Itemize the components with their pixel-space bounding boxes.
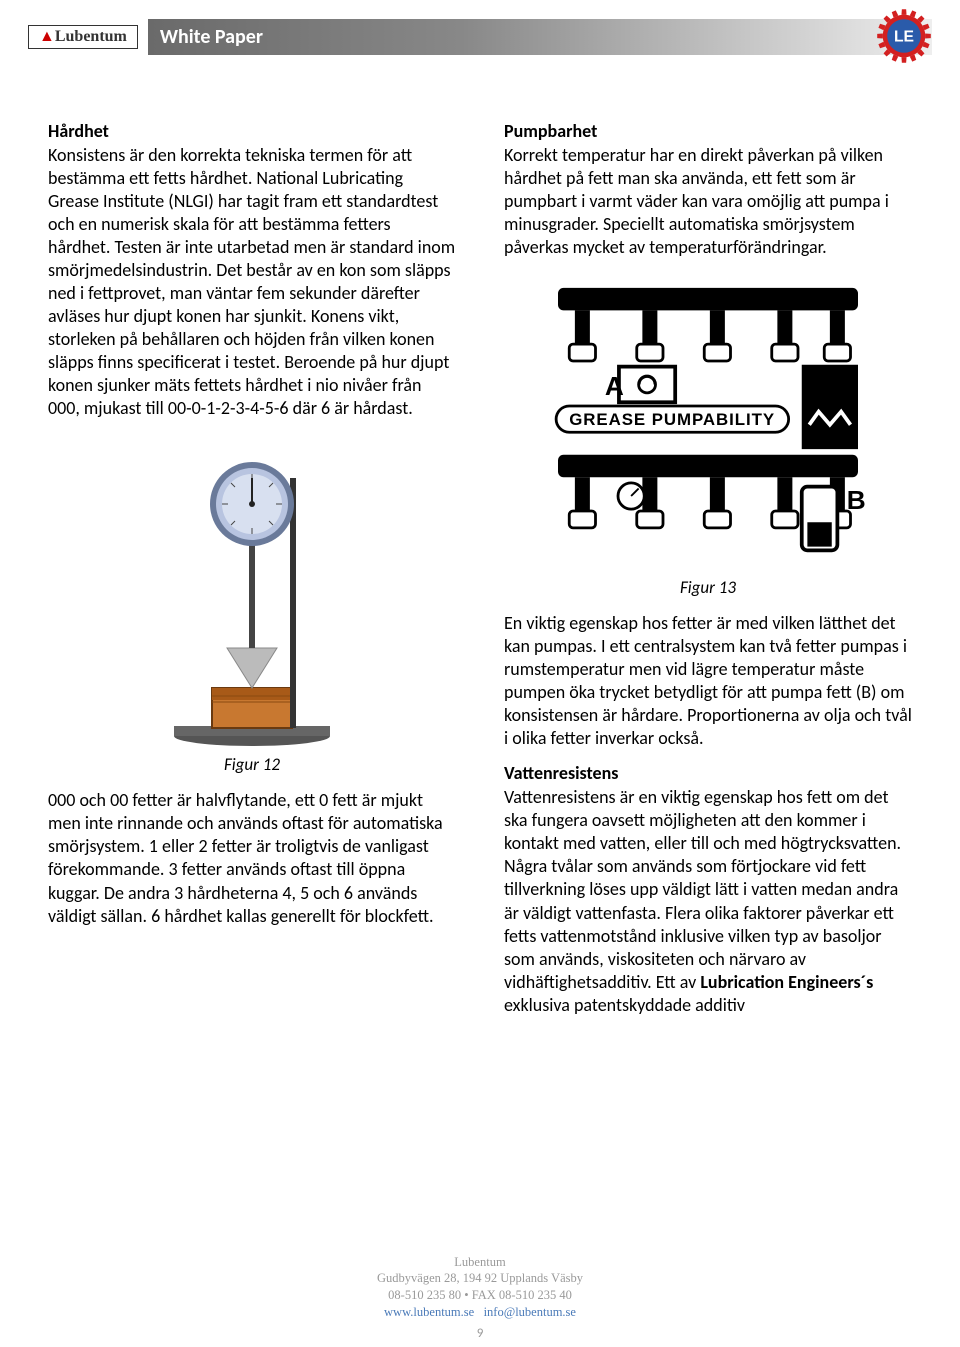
svg-text:GREASE PUMPABILITY: GREASE PUMPABILITY: [569, 410, 775, 429]
figure12-caption: Figur 12: [48, 754, 456, 775]
logo-text: Lubentum: [55, 28, 127, 45]
paragraph-vattenresistens: Vattenresistens är en viktig egenskap ho…: [504, 786, 912, 1016]
content-area: Hårdhet Konsistens är den korrekta tekni…: [0, 62, 960, 1017]
svg-text:B: B: [847, 485, 866, 515]
heading-pumpbarhet: Pumpbarhet: [504, 120, 912, 142]
header-title-bar: White Paper: [148, 19, 932, 55]
heading-vattenresistens: Vattenresistens: [504, 762, 912, 784]
footer-address: Gudbyvägen 28, 194 92 Upplands Väsby: [0, 1270, 960, 1287]
footer-phone: 08-510 235 80 • FAX 08-510 235 40: [0, 1287, 960, 1304]
figure13-caption: Figur 13: [504, 577, 912, 598]
figure-pumpability: A GREASE PUMPABILITY: [518, 271, 898, 571]
p3-part-b: Lubrication Engineers´s: [700, 971, 873, 993]
logo-drop-icon: ▲: [39, 28, 55, 45]
right-column: Pumpbarhet Korrekt temperatur har en dir…: [504, 120, 912, 1017]
heading-hardhet: Hårdhet: [48, 120, 456, 142]
paragraph-pumpbarhet-2: En viktig egenskap hos fetter är med vil…: [504, 612, 912, 750]
left-column: Hårdhet Konsistens är den korrekta tekni…: [48, 120, 456, 1017]
p3-part-c: exklusiva patentskyddade additiv: [504, 994, 745, 1016]
le-gear-logo-icon: LE: [876, 8, 932, 64]
footer-web: www.lubentum.se: [384, 1305, 474, 1319]
footer-name: Lubentum: [0, 1254, 960, 1271]
footer: Lubentum Gudbyvägen 28, 194 92 Upplands …: [0, 1254, 960, 1322]
document-header: ▲Lubentum White Paper LE: [0, 0, 960, 62]
paragraph-pumpbarhet: Korrekt temperatur har en direkt påverka…: [504, 144, 912, 259]
figure-penetrometer: [152, 438, 352, 748]
page-number: 9: [0, 1326, 960, 1341]
lubentum-logo: ▲Lubentum: [28, 25, 138, 49]
p3-part-a: Vattenresistens är en viktig egenskap ho…: [504, 786, 901, 992]
paragraph-hardhet: Konsistens är den korrekta tekniska term…: [48, 144, 456, 420]
paragraph-hardhet-2: 000 och 00 fetter är halvflytande, ett 0…: [48, 789, 456, 927]
footer-email: info@lubentum.se: [484, 1305, 576, 1319]
svg-text:LE: LE: [894, 29, 914, 46]
header-title: White Paper: [160, 25, 263, 49]
svg-text:A: A: [605, 371, 624, 401]
